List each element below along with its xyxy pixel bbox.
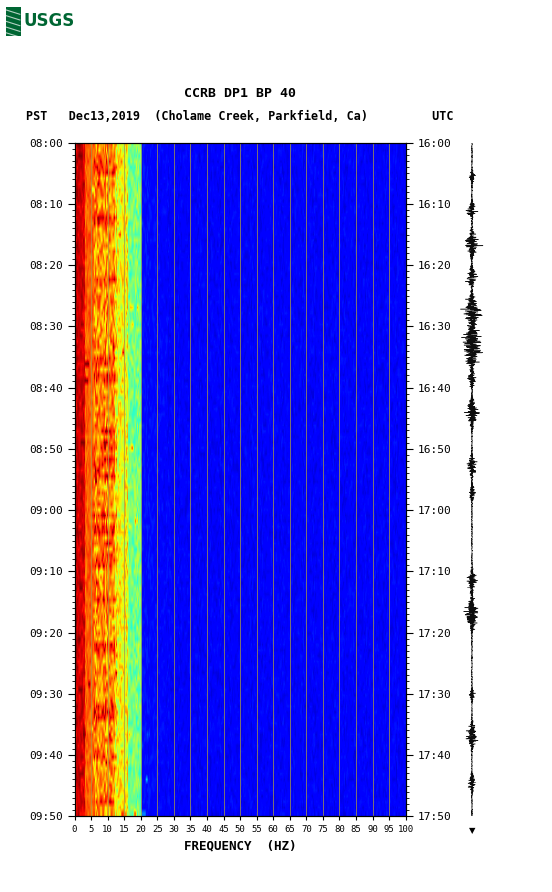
FancyBboxPatch shape bbox=[6, 7, 22, 36]
Text: PST   Dec13,2019  (Cholame Creek, Parkfield, Ca)         UTC: PST Dec13,2019 (Cholame Creek, Parkfield… bbox=[26, 110, 454, 123]
X-axis label: FREQUENCY  (HZ): FREQUENCY (HZ) bbox=[184, 839, 296, 853]
Text: ▼: ▼ bbox=[469, 826, 475, 835]
Text: USGS: USGS bbox=[23, 12, 75, 30]
Text: CCRB DP1 BP 40: CCRB DP1 BP 40 bbox=[184, 87, 296, 100]
